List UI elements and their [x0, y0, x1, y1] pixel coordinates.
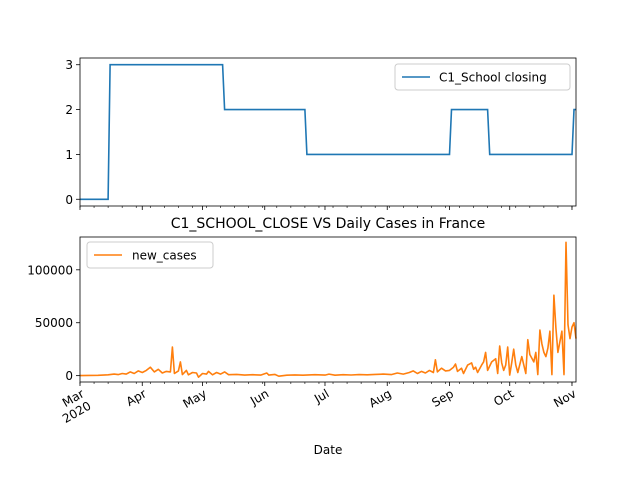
new-cases-line [79, 241, 577, 378]
top-chart: 0 1 2 3 C1_School closing [65, 57, 577, 210]
top-chart-frame [79, 57, 577, 207]
x-axis-label: Date [314, 443, 343, 457]
school-closing-series-group [80, 63, 576, 201]
top-y-tick-label: 1 [65, 148, 73, 162]
bottom-y-axis: 0 50000 100000 [27, 263, 80, 383]
top-legend: C1_School closing [394, 63, 571, 91]
school-closing-line [80, 63, 576, 201]
bottom-y-tick-label: 0 [65, 369, 73, 383]
top-y-tick-label: 3 [65, 58, 73, 72]
bottom-legend-box [86, 241, 214, 269]
top-legend-label: C1_School closing [439, 71, 547, 85]
bottom-chart-frame [79, 236, 577, 383]
top-y-tick-label: 2 [65, 103, 73, 117]
bottom-y-tick-label: 100000 [27, 263, 73, 277]
bottom-x-tick-label: Jul [311, 386, 331, 406]
bottom-y-tick-label: 50000 [35, 316, 73, 330]
new-cases-series-group [79, 241, 577, 378]
top-legend-box [394, 63, 571, 91]
top-y-tick-label: 0 [65, 193, 73, 207]
bottom-chart-title: C1_SCHOOL_CLOSE VS Daily Cases in France [171, 216, 486, 232]
bottom-legend-label: new_cases [132, 249, 197, 263]
bottom-legend: new_cases [86, 241, 214, 269]
top-y-axis: 0 1 2 3 [65, 58, 80, 207]
top-x-axis-ticks [79, 206, 573, 210]
